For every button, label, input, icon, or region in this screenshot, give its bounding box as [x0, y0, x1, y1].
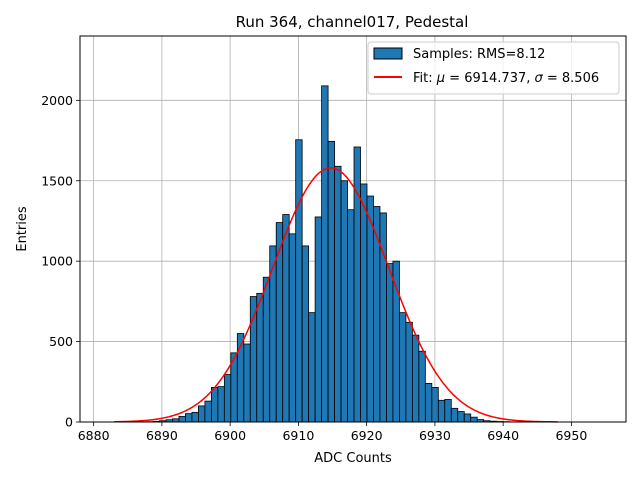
histogram-bar [301, 245, 310, 423]
histogram-bar [327, 140, 335, 423]
fit-curve [114, 167, 558, 423]
histogram-bar [262, 276, 271, 423]
y-axis-label: Entries [15, 206, 30, 252]
legend-samples-swatch [373, 47, 403, 60]
histogram-bar [275, 222, 284, 423]
x-axis-ticks: 6880 6890 6900 6910 6920 6930 6940 6950 [78, 422, 587, 443]
histogram-bar [334, 165, 342, 423]
x-tick-label: 6880 [78, 428, 110, 443]
x-tick-label: 6930 [419, 428, 451, 443]
histogram-bar [360, 183, 368, 423]
histogram-bar [399, 312, 407, 423]
histogram-bar [308, 312, 316, 423]
legend-fit-mu-value: = 6914.737, [445, 71, 534, 86]
legend-samples-label: Samples: RMS=8.12 [413, 47, 545, 62]
histogram-bar [431, 387, 439, 423]
x-tick-label: 6920 [351, 428, 383, 443]
histogram-bar [463, 413, 472, 423]
histogram-bar [366, 195, 374, 423]
histogram-bar [379, 212, 387, 423]
histogram-bar [340, 180, 348, 423]
histogram-bar [223, 374, 232, 423]
histogram-bar [418, 350, 426, 423]
histogram-bar [347, 209, 355, 423]
histogram-bar [405, 321, 413, 423]
legend-fit-label: Fit: μ = 6914.737, σ = 8.506 [413, 71, 599, 86]
chart-title: Run 364, channel017, Pedestal [236, 13, 469, 31]
histogram-bar [470, 416, 478, 423]
histogram-bar [210, 387, 219, 423]
y-tick-label: 2000 [41, 93, 73, 108]
x-tick-label: 6950 [555, 428, 587, 443]
legend-fit-mu-symbol: μ [436, 71, 445, 86]
legend-fit-sigma-symbol: σ [535, 71, 544, 86]
histogram-bar [282, 214, 290, 423]
x-tick-label: 6940 [487, 428, 519, 443]
histogram-bar [217, 386, 225, 423]
legend-fit-sigma-value: = 8.506 [543, 71, 599, 86]
y-axis-ticks: 0 500 1000 1500 2000 [41, 93, 80, 430]
plot-area: 6880 6890 6900 6910 6920 6930 6940 6950 0 500 100… [41, 35, 627, 443]
x-tick-label: 6910 [282, 428, 314, 443]
histogram-bar [424, 382, 433, 423]
histogram-bar [288, 233, 297, 423]
histogram-bar [457, 411, 465, 423]
x-tick-label: 6890 [146, 428, 178, 443]
x-tick-label: 6900 [214, 428, 246, 443]
histogram-bar [321, 85, 329, 423]
histogram-bar [198, 405, 206, 423]
histogram-bar [191, 411, 199, 423]
y-tick-label: 1000 [41, 254, 73, 269]
histogram-bar [295, 139, 303, 423]
histogram-bar [185, 413, 193, 423]
plot-frame [79, 35, 627, 423]
x-axis-label: ADC Counts [314, 451, 392, 466]
histogram-bar [444, 399, 452, 423]
histogram-bars [146, 85, 517, 423]
histogram-bar [386, 263, 394, 423]
histogram-bar [373, 206, 381, 423]
histogram-bar [243, 343, 251, 423]
histogram-bar [178, 415, 186, 423]
legend-fit-prefix: Fit: [413, 71, 437, 86]
histogram-bar [314, 216, 323, 423]
histogram-bar [411, 334, 420, 423]
y-tick-label: 1500 [41, 173, 73, 188]
y-tick-label: 0 [65, 415, 73, 430]
legend: Samples: RMS=8.12 Fit: μ = 6914.737, σ =… [367, 41, 620, 95]
histogram-bar [204, 400, 212, 423]
histogram-bar [450, 407, 459, 423]
legend-box [367, 41, 620, 95]
histogram-bar [256, 292, 264, 423]
histogram-bar [437, 399, 446, 423]
y-tick-label: 500 [49, 334, 73, 349]
